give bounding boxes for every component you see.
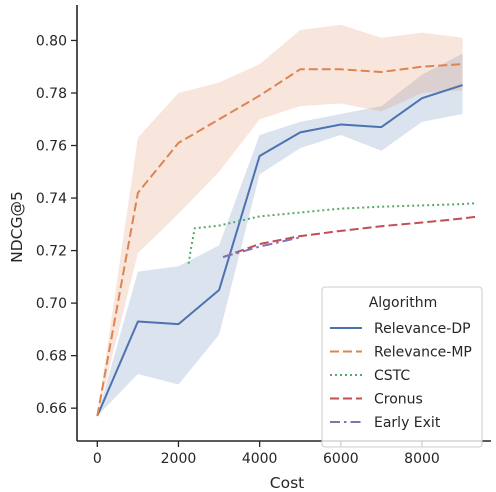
y-tick-label: 0.66	[36, 401, 67, 417]
x-axis-title: Cost	[270, 474, 304, 492]
y-tick-label: 0.76	[36, 139, 67, 155]
x-tick-label: 6000	[323, 451, 359, 467]
legend-label-cstc: CSTC	[374, 368, 410, 384]
x-tick-label: 4000	[242, 451, 278, 467]
series-lines	[96, 63, 479, 417]
legend-title: Algorithm	[369, 295, 438, 311]
relevance-mp-band	[97, 24, 463, 416]
x-tick-label: 0	[93, 451, 102, 467]
legend-label-early-exit: Early Exit	[374, 415, 441, 431]
y-tick-label: 0.70	[36, 296, 67, 312]
relevance-dp-line	[96, 84, 463, 417]
ticks: 0 2000 4000 6000 8000 0.66 0.68 0.70 0.72 0.74 0.7…	[36, 33, 440, 467]
relevance-dp-band	[97, 53, 463, 416]
early-exit-line	[222, 236, 301, 259]
y-tick-label: 0.80	[36, 33, 67, 49]
y-tick-label: 0.68	[36, 349, 67, 365]
legend: Algorithm Relevance-DP Relevance-MP CSTC Cr…	[321, 286, 483, 448]
x-tick-label: 8000	[404, 451, 440, 467]
relevance-mp-line	[96, 63, 463, 417]
legend-label-cronus: Cronus	[374, 392, 423, 408]
y-axis-title: NDCG@5	[8, 191, 26, 263]
y-tick-label: 0.74	[36, 191, 67, 207]
y-tick-label: 0.72	[36, 244, 67, 260]
legend-label-relevance-dp: Relevance-DP	[374, 321, 471, 337]
x-tick-label: 2000	[161, 451, 197, 467]
legend-label-relevance-mp: Relevance-MP	[374, 345, 472, 361]
cronus-line	[222, 215, 479, 259]
y-tick-label: 0.78	[36, 86, 67, 102]
confidence-bands	[97, 24, 463, 416]
